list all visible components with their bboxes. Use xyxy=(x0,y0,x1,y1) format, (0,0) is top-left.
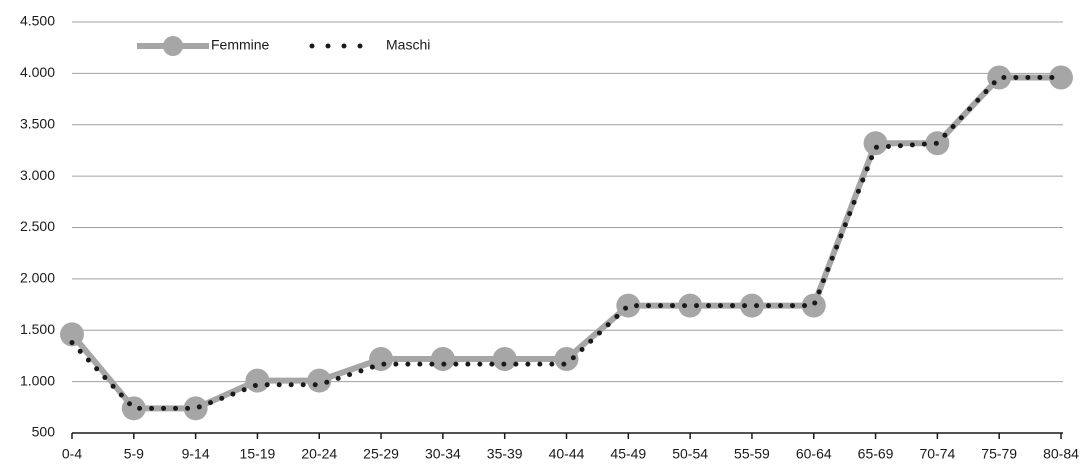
y-tick-label: 3.000 xyxy=(20,167,55,183)
y-tick-label: 1.000 xyxy=(20,372,55,388)
x-tick-label: 9-14 xyxy=(182,446,210,462)
marker xyxy=(801,293,826,318)
x-tick-label: 50-54 xyxy=(672,446,708,462)
marker xyxy=(492,347,517,372)
marker xyxy=(60,322,84,347)
marker xyxy=(678,293,703,318)
y-tick-label: 2.500 xyxy=(20,218,55,234)
x-tick-label: 30-34 xyxy=(425,446,461,462)
x-tick-label: 80-84 xyxy=(1043,446,1079,462)
x-tick-label: 25-29 xyxy=(363,446,399,462)
marker xyxy=(1049,65,1073,90)
x-tick-label: 75-79 xyxy=(981,446,1017,462)
x-tick-label: 15-19 xyxy=(240,446,276,462)
legend-label: Maschi xyxy=(386,37,430,53)
marker xyxy=(245,368,270,393)
x-tick-label: 70-74 xyxy=(919,446,955,462)
legend-marker xyxy=(163,36,183,56)
x-tick-label: 65-69 xyxy=(858,446,894,462)
x-tick-label: 60-64 xyxy=(796,446,832,462)
marker xyxy=(616,293,641,318)
y-tick-label: 2.000 xyxy=(20,270,55,286)
y-tick-label: 4.000 xyxy=(20,64,55,80)
x-tick-label: 0-4 xyxy=(62,446,82,462)
marker xyxy=(863,131,888,156)
x-tick-label: 40-44 xyxy=(549,446,585,462)
marker xyxy=(554,347,579,372)
marker xyxy=(369,347,394,372)
marker xyxy=(987,65,1012,90)
legend-label: Femmine xyxy=(211,37,270,53)
marker xyxy=(121,396,146,421)
x-tick-label: 35-39 xyxy=(487,446,523,462)
x-tick-label: 5-9 xyxy=(124,446,144,462)
marker xyxy=(183,396,208,421)
y-tick-label: 4.500 xyxy=(20,13,55,29)
marker xyxy=(739,293,764,318)
y-tick-label: 500 xyxy=(32,424,56,440)
x-tick-label: 20-24 xyxy=(301,446,337,462)
x-tick-label: 45-49 xyxy=(610,446,646,462)
x-tick-label: 55-59 xyxy=(734,446,770,462)
y-tick-label: 3.500 xyxy=(20,115,55,131)
y-tick-label: 1.500 xyxy=(20,321,55,337)
marker xyxy=(430,347,455,372)
marker xyxy=(307,368,332,393)
